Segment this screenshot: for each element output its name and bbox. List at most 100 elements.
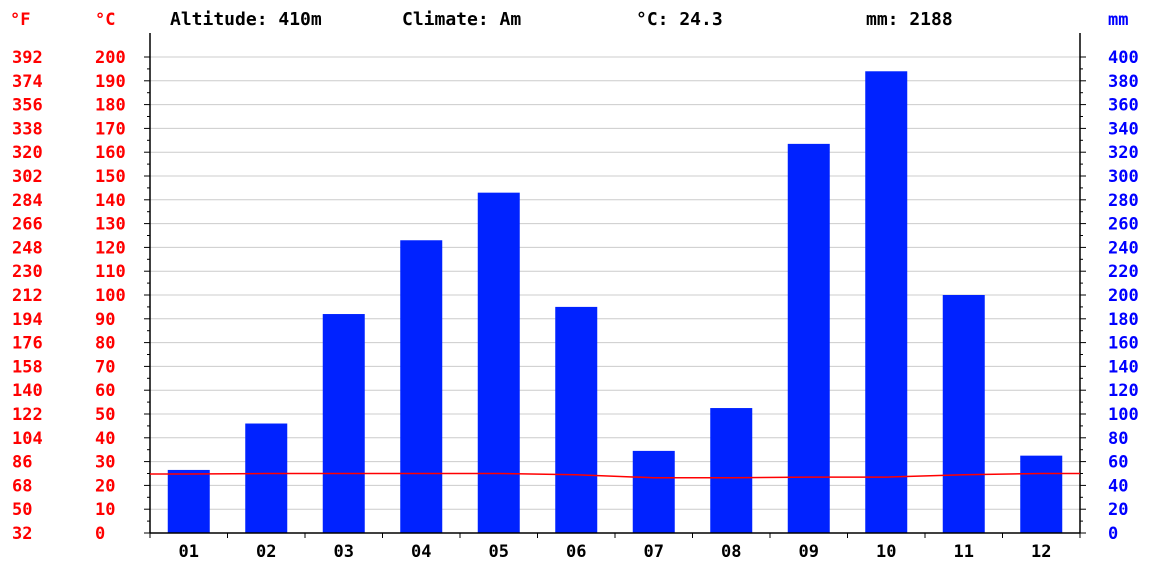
precipitation-bar — [942, 295, 985, 533]
celsius-tick-label: 90 — [95, 310, 115, 330]
celsius-tick-label: 80 — [95, 334, 115, 354]
axes — [144, 33, 1086, 538]
celsius-tick-labels: 2001901801701601501401301201101009080706… — [95, 48, 126, 544]
celsius-tick-label: 200 — [95, 48, 126, 68]
month-tick-label: 03 — [334, 542, 354, 562]
celsius-tick-label: 30 — [95, 453, 115, 473]
altitude-label: Altitude: 410m — [170, 9, 322, 30]
fahrenheit-tick-label: 158 — [12, 357, 43, 377]
mean-temperature-label: °C: 24.3 — [636, 9, 723, 30]
fahrenheit-tick-label: 392 — [12, 48, 43, 68]
celsius-tick-label: 60 — [95, 381, 115, 401]
month-tick-labels: 01 02 03 04 05 06 07 08 09 10 11 12 — [179, 542, 1052, 562]
celsius-tick-label: 50 — [95, 405, 115, 425]
fahrenheit-tick-label: 248 — [12, 238, 43, 258]
fahrenheit-tick-label: 266 — [12, 215, 43, 235]
fahrenheit-tick-label: 284 — [12, 191, 43, 211]
fahrenheit-tick-label: 194 — [12, 310, 43, 330]
precipitation-tick-label: 20 — [1108, 500, 1128, 520]
precipitation-tick-label: 380 — [1108, 72, 1139, 92]
celsius-tick-label: 130 — [95, 215, 126, 235]
celsius-tick-label: 180 — [95, 96, 126, 116]
fahrenheit-tick-label: 86 — [12, 453, 32, 473]
celsius-tick-label: 170 — [95, 119, 126, 139]
celsius-tick-label: 20 — [95, 476, 115, 496]
precipitation-bar — [787, 143, 830, 533]
precipitation-bar — [322, 314, 365, 533]
celsius-tick-label: 140 — [95, 191, 126, 211]
precipitation-bar — [167, 469, 210, 533]
month-tick-label: 04 — [411, 542, 431, 562]
month-tick-label: 02 — [256, 542, 276, 562]
month-tick-label: 11 — [954, 542, 974, 562]
celsius-tick-label: 110 — [95, 262, 126, 282]
gridlines — [150, 56, 1080, 510]
annual-precipitation-label: mm: 2188 — [866, 9, 953, 30]
fahrenheit-tick-label: 50 — [12, 500, 32, 520]
month-tick-label: 07 — [644, 542, 664, 562]
precipitation-tick-label: 220 — [1108, 262, 1139, 282]
precipitation-bar — [245, 423, 288, 533]
precipitation-axis-unit: mm — [1108, 10, 1128, 30]
fahrenheit-tick-label: 104 — [12, 429, 43, 449]
fahrenheit-tick-label: 122 — [12, 405, 43, 425]
fahrenheit-axis-unit: °F — [10, 10, 30, 30]
month-tick-label: 06 — [566, 542, 586, 562]
precipitation-tick-label: 300 — [1108, 167, 1139, 187]
fahrenheit-tick-label: 356 — [12, 96, 43, 116]
celsius-tick-label: 70 — [95, 357, 115, 377]
precipitation-tick-label: 280 — [1108, 191, 1139, 211]
precipitation-bar — [710, 408, 753, 533]
celsius-tick-label: 0 — [95, 524, 105, 544]
precipitation-tick-label: 240 — [1108, 238, 1139, 258]
fahrenheit-tick-label: 140 — [12, 381, 43, 401]
precipitation-tick-label: 180 — [1108, 310, 1139, 330]
precipitation-tick-label: 120 — [1108, 381, 1139, 401]
fahrenheit-tick-label: 176 — [12, 334, 43, 354]
month-tick-label: 10 — [876, 542, 896, 562]
precipitation-tick-label: 160 — [1108, 334, 1139, 354]
celsius-tick-label: 160 — [95, 143, 126, 163]
fahrenheit-tick-label: 338 — [12, 119, 43, 139]
precipitation-bar — [400, 240, 443, 533]
precipitation-tick-label: 40 — [1108, 476, 1128, 496]
fahrenheit-tick-label: 302 — [12, 167, 43, 187]
precipitation-bar — [865, 71, 908, 533]
precipitation-bars — [167, 71, 1063, 533]
precipitation-tick-label: 260 — [1108, 215, 1139, 235]
month-tick-label: 12 — [1031, 542, 1051, 562]
celsius-tick-label: 120 — [95, 238, 126, 258]
celsius-tick-label: 10 — [95, 500, 115, 520]
month-tick-label: 09 — [799, 542, 819, 562]
precipitation-tick-label: 60 — [1108, 453, 1128, 473]
fahrenheit-tick-label: 68 — [12, 476, 32, 496]
temperature-line — [150, 472, 1080, 479]
precipitation-bar — [632, 450, 675, 533]
month-tick-label: 05 — [489, 542, 509, 562]
month-tick-label: 08 — [721, 542, 741, 562]
precipitation-tick-label: 200 — [1108, 286, 1139, 306]
precipitation-bar — [555, 306, 598, 533]
precipitation-tick-label: 100 — [1108, 405, 1139, 425]
climate-label: Climate: Am — [402, 9, 521, 30]
precipitation-tick-label: 80 — [1108, 429, 1128, 449]
precipitation-bar — [477, 192, 520, 533]
precipitation-bar — [1020, 455, 1063, 533]
celsius-axis-unit: °C — [95, 10, 115, 30]
precipitation-tick-labels: 4003803603403203002802602402202001801601… — [1108, 48, 1139, 544]
celsius-tick-label: 190 — [95, 72, 126, 92]
month-tick-label: 01 — [179, 542, 199, 562]
celsius-tick-label: 150 — [95, 167, 126, 187]
precipitation-tick-label: 0 — [1108, 524, 1118, 544]
precipitation-tick-label: 400 — [1108, 48, 1139, 68]
celsius-tick-label: 100 — [95, 286, 126, 306]
fahrenheit-tick-label: 230 — [12, 262, 43, 282]
fahrenheit-tick-label: 212 — [12, 286, 43, 306]
precipitation-tick-label: 320 — [1108, 143, 1139, 163]
celsius-tick-label: 40 — [95, 429, 115, 449]
precipitation-tick-label: 340 — [1108, 119, 1139, 139]
fahrenheit-tick-label: 374 — [12, 72, 43, 92]
fahrenheit-tick-labels: 392 374 356 338 320 302 284 266 248 230 212 194 176 1… — [12, 48, 43, 544]
temperature-series — [150, 472, 1080, 479]
